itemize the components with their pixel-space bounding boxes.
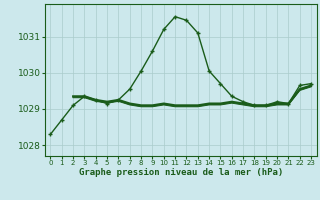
X-axis label: Graphe pression niveau de la mer (hPa): Graphe pression niveau de la mer (hPa) [79, 168, 283, 177]
